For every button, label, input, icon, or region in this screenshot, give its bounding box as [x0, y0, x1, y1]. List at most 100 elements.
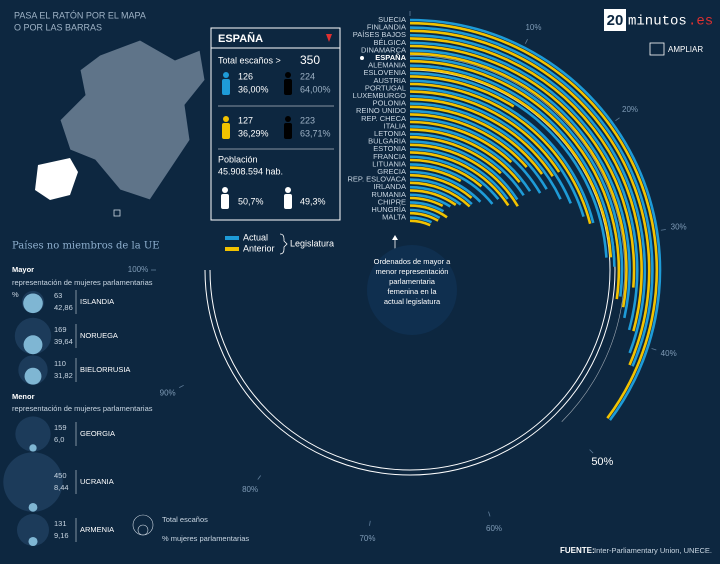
population: 45.908.594 hab.	[218, 166, 283, 176]
bar	[409, 105, 544, 175]
bar	[409, 109, 548, 190]
category-label: SUECIA	[378, 15, 406, 24]
category-label: REP. ESLOVACA	[348, 175, 407, 184]
tick	[257, 475, 262, 480]
category-label: POLONIA	[373, 99, 406, 108]
value: 36,29%	[238, 128, 269, 138]
category-label: LUXEMBURGO	[353, 91, 407, 100]
bar	[409, 56, 624, 297]
seats-bubble	[3, 452, 63, 512]
tick-label: 50%	[591, 456, 613, 468]
seats-value: 131	[54, 519, 67, 528]
value: 49,3%	[300, 196, 326, 206]
tick-label: 40%	[661, 349, 677, 358]
tick-label: 20%	[622, 105, 638, 114]
bar	[409, 155, 500, 201]
category-label: REP. CHECA	[361, 114, 406, 123]
pct-value: 9,16	[54, 531, 69, 540]
country-name: UCRANIA	[80, 477, 114, 486]
tick-label: 60%	[486, 524, 502, 533]
seats-value: 159	[54, 423, 67, 432]
bar	[409, 128, 521, 184]
bar	[409, 29, 651, 366]
category-label: DINAMARCA	[361, 45, 406, 54]
instruction: O POR LAS BARRAS	[14, 22, 102, 32]
value: 223	[300, 115, 315, 125]
bar	[409, 75, 515, 108]
logo: 20	[607, 12, 624, 29]
zoom-button[interactable]: AMPLIAR	[668, 45, 703, 54]
bar	[409, 219, 431, 227]
zoom-icon[interactable]	[649, 42, 665, 56]
population-label: Población	[218, 154, 258, 164]
category-label: MALTA	[382, 213, 406, 222]
category-label: IRLANDA	[373, 182, 406, 191]
key-label: Total escaños	[162, 515, 208, 524]
bar	[409, 147, 509, 200]
pct-bubble	[24, 367, 42, 385]
map	[35, 39, 206, 217]
highlight-dot	[360, 56, 364, 60]
bar	[409, 170, 482, 203]
tick-label: 10%	[525, 23, 541, 32]
tick	[488, 511, 491, 517]
bar	[409, 102, 562, 200]
category-label: PAÍSES BAJOS	[353, 30, 406, 39]
bar	[409, 44, 636, 288]
bar	[409, 113, 528, 168]
tick	[179, 384, 184, 388]
tick-label: 100%	[128, 265, 148, 274]
highlight-ring	[409, 55, 625, 422]
value: 127	[238, 115, 253, 125]
bar	[409, 52, 628, 308]
pct-bubble	[28, 502, 38, 512]
tick-label: 70%	[359, 534, 375, 543]
seats-value: 110	[54, 359, 66, 368]
category-label: LETONIA	[374, 129, 406, 138]
source-label: FUENTE:	[560, 546, 595, 555]
bar	[409, 140, 519, 201]
tick	[651, 348, 657, 351]
seats-total: 350	[300, 53, 320, 67]
bar	[409, 143, 519, 207]
bar	[409, 193, 451, 208]
category-label: REINO UNIDO	[356, 106, 406, 115]
bar	[409, 173, 473, 199]
logo-box	[604, 9, 626, 31]
category-label: ESTONIA	[373, 144, 406, 153]
category-label: FINLANDIA	[367, 23, 406, 32]
country-name: GEORGIA	[80, 429, 115, 438]
bar	[409, 204, 448, 219]
seats-bubble	[15, 416, 51, 452]
bar	[409, 97, 554, 177]
bar	[409, 94, 572, 204]
seats-value: 169	[54, 325, 67, 334]
sidebar-label: representación de mujeres parlamentarias	[12, 404, 153, 413]
category-label: CHIPRE	[378, 197, 406, 206]
legend-swatch	[225, 247, 239, 251]
legend-group: Legislatura	[290, 238, 334, 248]
sidebar-label: %	[12, 290, 19, 299]
bar	[409, 196, 444, 208]
value: 36,00%	[238, 84, 269, 94]
pct-value: 42,86	[54, 303, 73, 312]
key-label: % mujeres parlamentarias	[162, 534, 249, 543]
tick	[369, 520, 371, 526]
pct-bubble	[23, 293, 43, 314]
annotation-text: Ordenados de mayor a menor representación…	[374, 257, 452, 306]
country-name: BIELORRUSIA	[80, 365, 130, 374]
instruction: PASA EL RATÓN POR EL MAPA	[14, 10, 146, 20]
category-label: ALEMANIA	[368, 61, 406, 70]
pct-bubble	[23, 335, 43, 355]
bar	[409, 120, 513, 164]
bar	[409, 189, 457, 206]
category-label: ITALIA	[384, 121, 406, 130]
category-label: HUNGRÍA	[371, 205, 406, 214]
value: 126	[238, 71, 253, 81]
category-label: FRANCIA	[373, 152, 406, 161]
tick-label: 0%	[404, 0, 416, 2]
value: 64,00%	[300, 84, 331, 94]
tick	[524, 39, 528, 44]
bar	[409, 208, 441, 220]
